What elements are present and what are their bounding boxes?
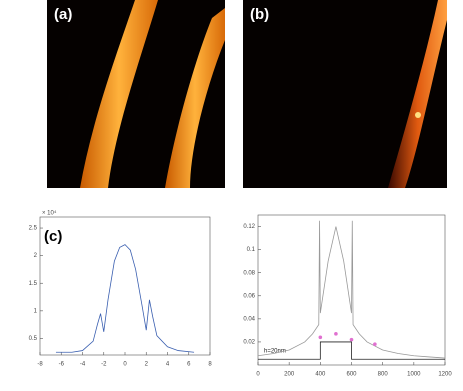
y-tick-label: 1.5 bbox=[29, 281, 38, 287]
line-series bbox=[55, 244, 195, 353]
y-tick-label: 0.12 bbox=[243, 224, 255, 230]
y-tick-label: 0.02 bbox=[243, 340, 255, 346]
panel-label: (b) bbox=[250, 6, 269, 23]
y-tick-label: 0.1 bbox=[247, 247, 256, 253]
marker bbox=[334, 332, 338, 336]
y-tick-label: 0.04 bbox=[243, 316, 255, 322]
image-a: (a) bbox=[47, 0, 225, 188]
x-tick-label: 800 bbox=[378, 372, 389, 378]
x-tick-label: 8 bbox=[208, 362, 212, 368]
x-tick-label: 2 bbox=[145, 362, 149, 368]
x-tick-label: 200 bbox=[284, 372, 295, 378]
x-tick-label: -4 bbox=[80, 362, 86, 368]
panel-label: (a) bbox=[54, 6, 72, 23]
x-tick-label: 400 bbox=[315, 372, 326, 378]
x-tick-label: -6 bbox=[59, 362, 65, 368]
x-tick-label: -8 bbox=[37, 362, 43, 368]
panel-label: (c) bbox=[44, 228, 62, 245]
y-tick-label: 2 bbox=[34, 253, 38, 259]
x-tick-label: 1200 bbox=[438, 372, 452, 378]
x-tick-label: 6 bbox=[187, 362, 191, 368]
x-tick-label: 0 bbox=[256, 372, 260, 378]
x-tick-label: 4 bbox=[166, 362, 170, 368]
plot-frame bbox=[39, 216, 211, 356]
y-tick-label: 0.06 bbox=[243, 293, 255, 299]
x-tick-label: 600 bbox=[346, 372, 357, 378]
marker bbox=[349, 337, 354, 342]
marker bbox=[318, 335, 323, 340]
line-series bbox=[257, 220, 446, 359]
marker bbox=[373, 342, 377, 347]
x-tick-label: -2 bbox=[101, 362, 107, 368]
annotation: h=20nm bbox=[264, 349, 286, 355]
y-tick-label: 0.5 bbox=[29, 336, 38, 342]
line-series bbox=[258, 341, 445, 360]
y-multiplier: × 10⁴ bbox=[42, 210, 57, 217]
y-tick-label: 2.5 bbox=[29, 226, 38, 232]
x-tick-label: 1000 bbox=[407, 372, 421, 378]
image-b: (b) bbox=[243, 0, 447, 188]
y-tick-label: 1 bbox=[34, 308, 38, 314]
y-tick-label: 0.08 bbox=[243, 270, 255, 276]
x-tick-label: 0 bbox=[123, 362, 127, 368]
